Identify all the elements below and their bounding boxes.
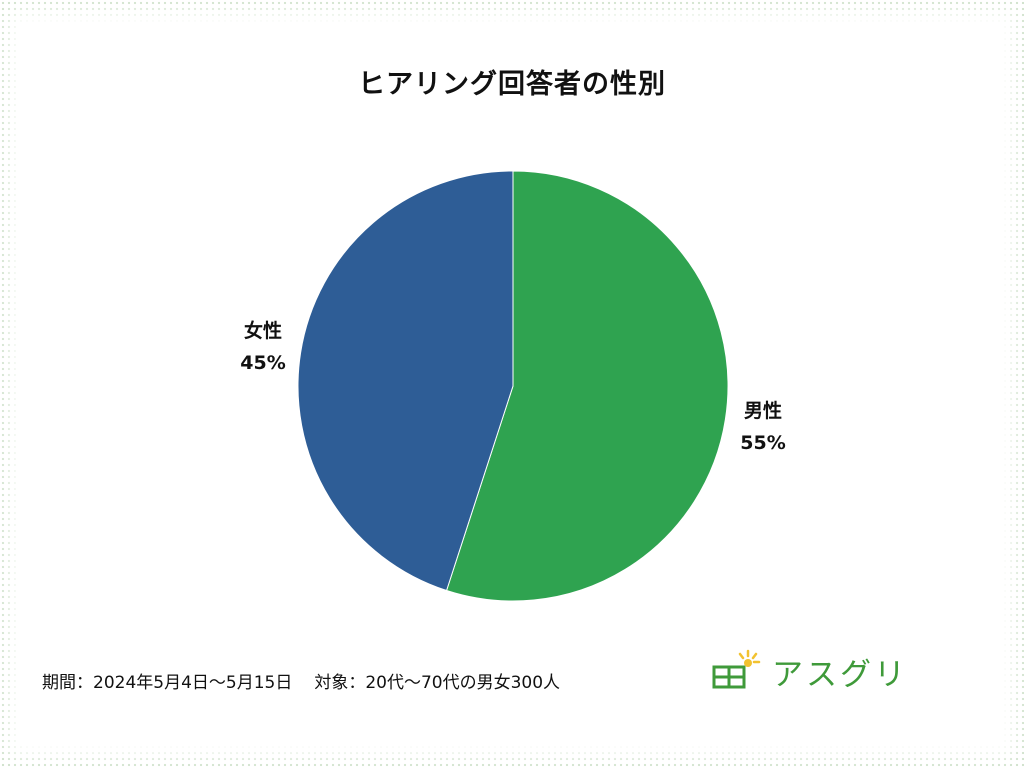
brand-logo: アスグリ bbox=[710, 648, 908, 694]
chart-title: ヒアリング回答者の性別 bbox=[358, 69, 666, 100]
slice-label-female: 女性 45% bbox=[228, 315, 298, 379]
pie-slice-male bbox=[445, 170, 729, 602]
brand-name: アスグリ bbox=[772, 656, 908, 693]
survey-target: 対象：20代〜70代の男女300人 bbox=[314, 673, 561, 693]
survey-period: 期間：2024年5月4日〜5月15日 bbox=[42, 673, 293, 693]
slice-label-male: 男性 55% bbox=[728, 395, 798, 459]
pie-slice-female bbox=[297, 170, 514, 592]
slice-label-female-name: 女性 bbox=[243, 320, 282, 342]
slice-label-male-name: 男性 bbox=[743, 400, 782, 422]
slice-label-male-value: 55% bbox=[740, 432, 786, 454]
greenhouse-sun-icon bbox=[712, 649, 761, 689]
slice-label-female-value: 45% bbox=[240, 352, 286, 374]
survey-footnote: 期間：2024年5月4日〜5月15日 対象：20代〜70代の男女300人 bbox=[42, 668, 560, 693]
